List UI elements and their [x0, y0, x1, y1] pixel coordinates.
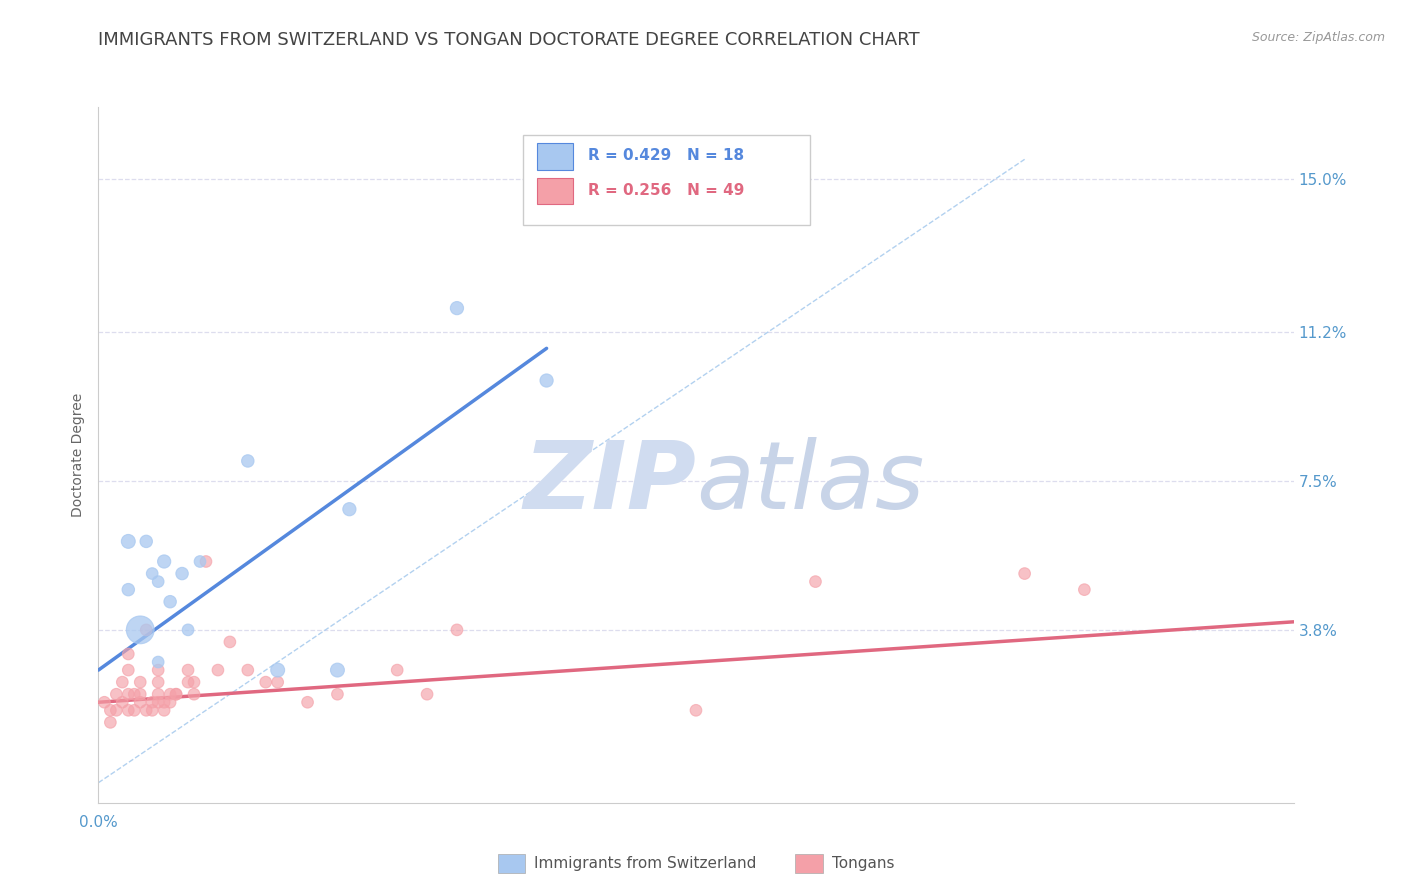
Point: [148, 675, 170, 690]
Point: [326, 687, 349, 701]
Legend: Immigrants from Switzerland, Tongans: Immigrants from Switzerland, Tongans: [492, 847, 900, 879]
Point: [129, 623, 152, 637]
Point: [446, 623, 468, 637]
Point: [129, 695, 152, 709]
Point: [416, 687, 439, 701]
Point: [148, 663, 170, 677]
Point: [117, 687, 139, 701]
Point: [159, 687, 181, 701]
FancyBboxPatch shape: [523, 135, 810, 226]
Point: [159, 595, 181, 609]
Point: [135, 703, 157, 717]
Point: [117, 663, 139, 677]
Y-axis label: Doctorate Degree: Doctorate Degree: [70, 392, 84, 517]
Point: [219, 635, 242, 649]
Point: [148, 574, 170, 589]
FancyBboxPatch shape: [537, 178, 572, 204]
Point: [117, 703, 139, 717]
Point: [105, 703, 128, 717]
Point: [685, 703, 707, 717]
Point: [326, 663, 349, 677]
Point: [172, 566, 194, 581]
Point: [141, 695, 163, 709]
Point: [124, 703, 146, 717]
Point: [188, 554, 211, 568]
Point: [339, 502, 360, 516]
Point: [385, 663, 409, 677]
Point: [183, 687, 205, 701]
Point: [207, 663, 229, 677]
Text: atlas: atlas: [696, 437, 924, 528]
Point: [446, 301, 468, 315]
Text: IMMIGRANTS FROM SWITZERLAND VS TONGAN DOCTORATE DEGREE CORRELATION CHART: IMMIGRANTS FROM SWITZERLAND VS TONGAN DO…: [98, 31, 920, 49]
Text: R = 0.429   N = 18: R = 0.429 N = 18: [588, 148, 745, 163]
Point: [135, 623, 157, 637]
Point: [254, 675, 277, 690]
Point: [141, 703, 163, 717]
Point: [117, 582, 139, 597]
Point: [153, 703, 176, 717]
Point: [177, 663, 200, 677]
Point: [194, 554, 218, 568]
Text: R = 0.256   N = 49: R = 0.256 N = 49: [588, 183, 745, 198]
Point: [148, 687, 170, 701]
Point: [297, 695, 319, 709]
Point: [159, 695, 181, 709]
Point: [129, 687, 152, 701]
Point: [93, 695, 115, 709]
FancyBboxPatch shape: [537, 144, 572, 169]
Point: [148, 695, 170, 709]
Point: [153, 695, 176, 709]
Point: [124, 687, 146, 701]
Point: [117, 647, 139, 661]
Point: [117, 534, 139, 549]
Point: [183, 675, 205, 690]
Point: [165, 687, 187, 701]
Point: [177, 675, 200, 690]
Text: Source: ZipAtlas.com: Source: ZipAtlas.com: [1251, 31, 1385, 45]
Point: [98, 715, 122, 730]
Point: [98, 703, 122, 717]
Point: [1014, 566, 1036, 581]
Point: [1073, 582, 1095, 597]
Point: [111, 675, 134, 690]
Point: [141, 566, 163, 581]
Point: [153, 554, 176, 568]
Point: [135, 534, 157, 549]
Point: [536, 374, 558, 388]
Point: [129, 675, 152, 690]
Point: [177, 623, 200, 637]
Point: [105, 687, 128, 701]
Text: ZIP: ZIP: [523, 437, 696, 529]
Point: [267, 663, 290, 677]
Point: [804, 574, 827, 589]
Point: [236, 454, 259, 468]
Text: 0.0%: 0.0%: [79, 815, 118, 830]
Point: [148, 655, 170, 669]
Point: [111, 695, 134, 709]
Point: [165, 687, 187, 701]
Point: [267, 675, 290, 690]
Point: [236, 663, 259, 677]
